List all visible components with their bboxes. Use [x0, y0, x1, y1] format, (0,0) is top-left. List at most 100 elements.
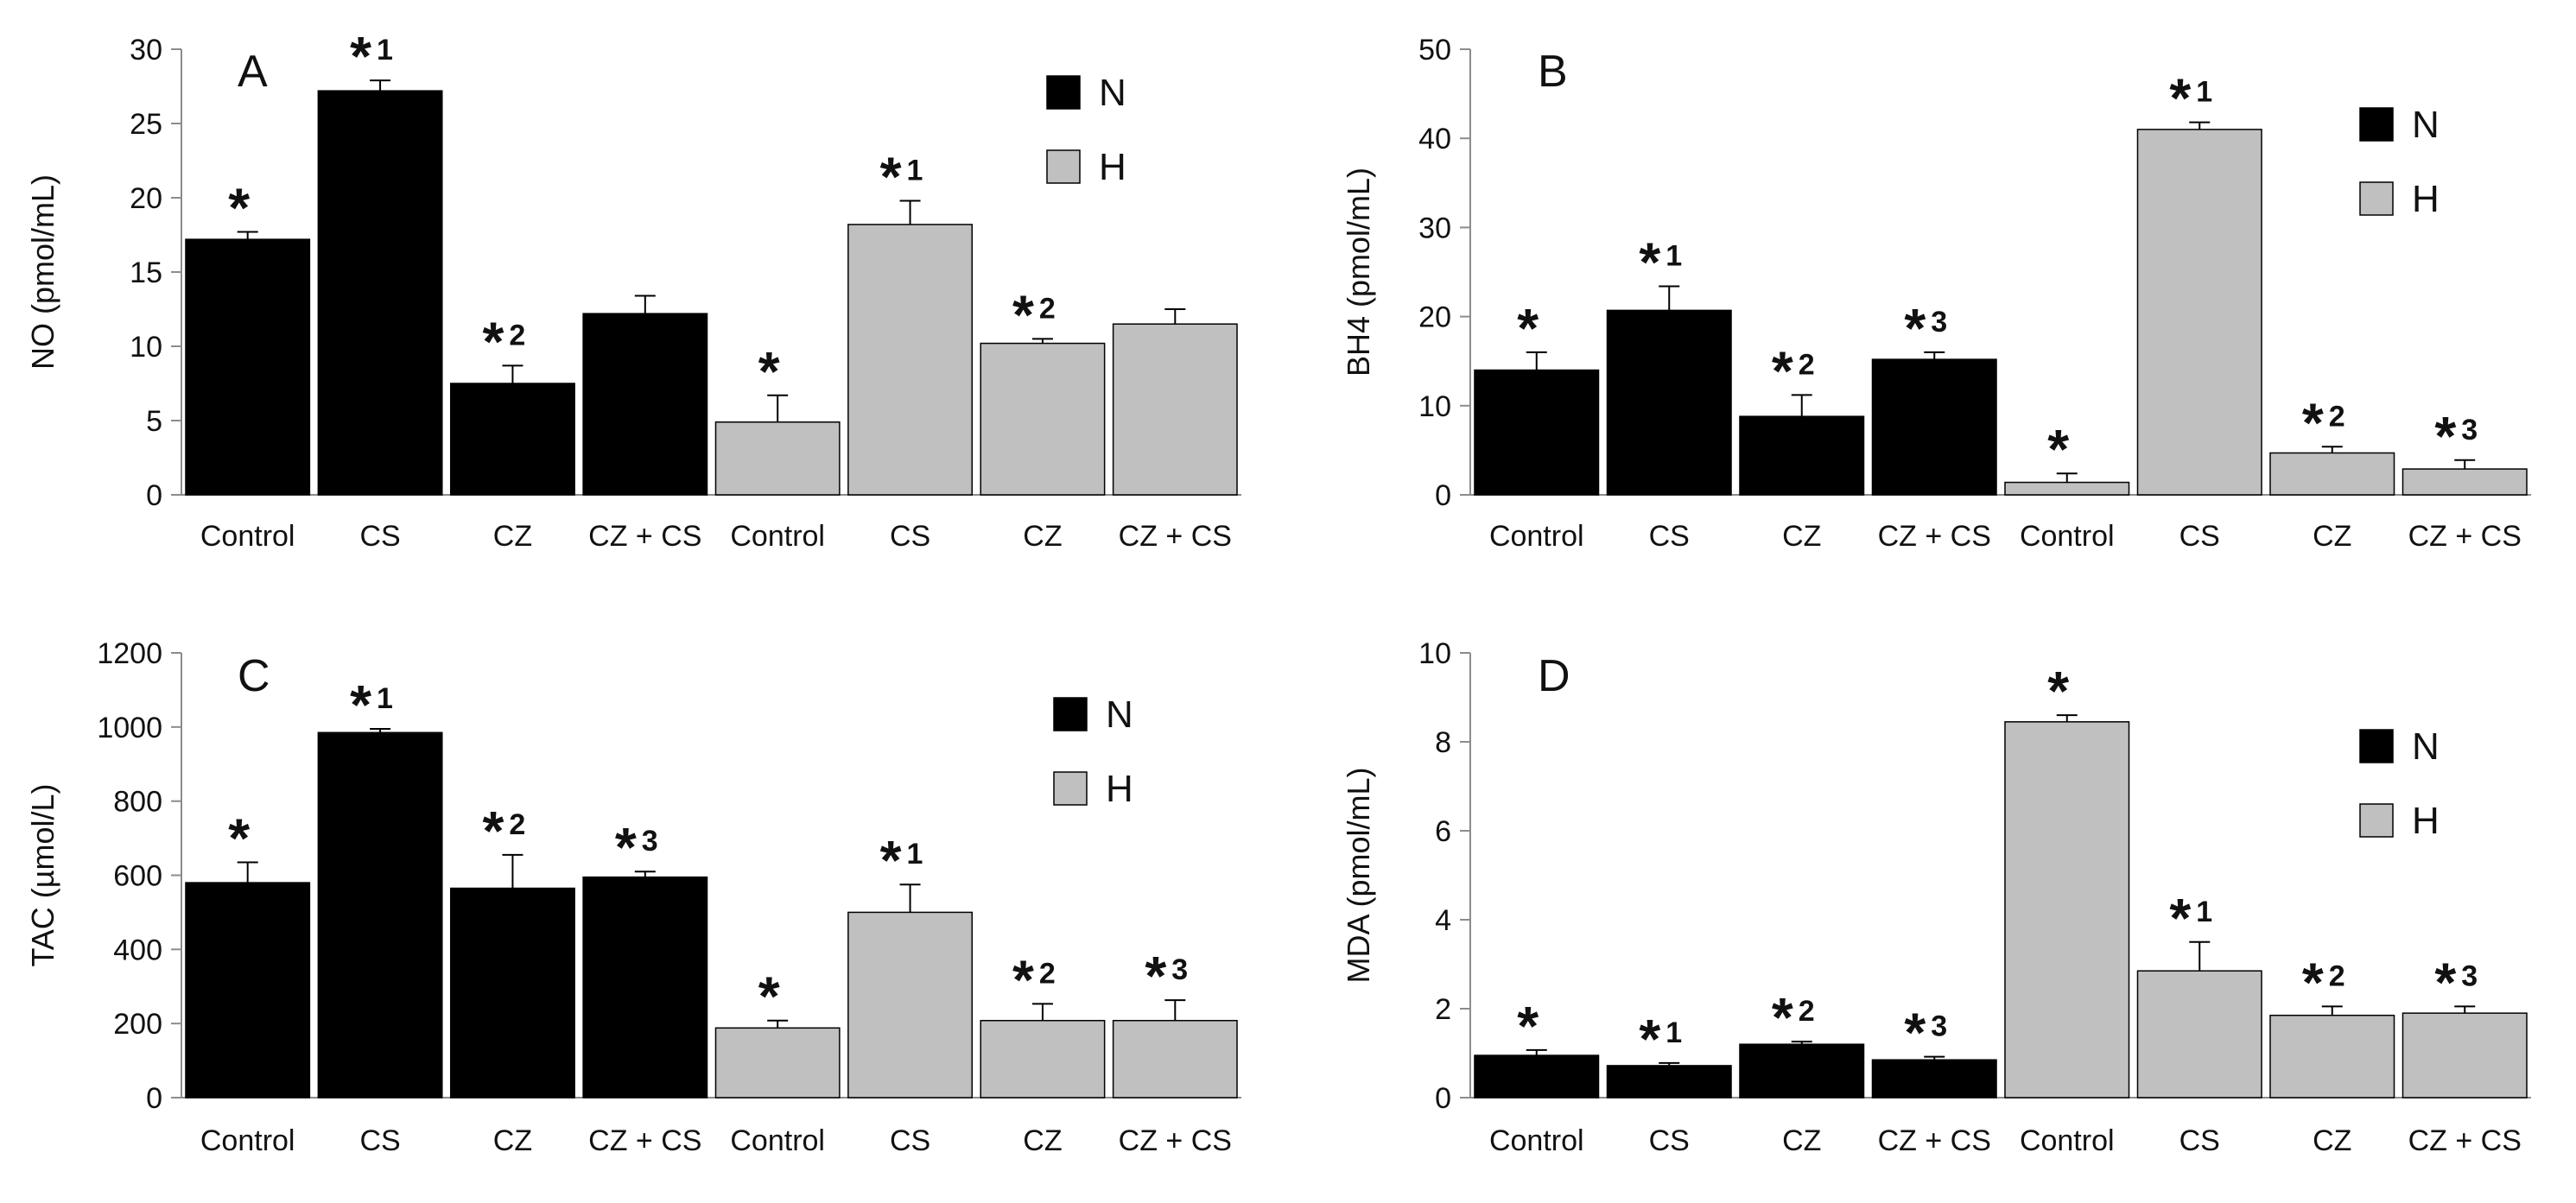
significance-mark: * 2 — [1012, 948, 1056, 1010]
bar-h-cz — [980, 1019, 1106, 1099]
significance-mark: * 1 — [2169, 887, 2212, 949]
bar-n-cz-cs — [1871, 1059, 1997, 1099]
x-category-label: CS — [2179, 520, 2220, 553]
significance-mark: * 1 — [350, 25, 393, 87]
x-category-label: CZ + CS — [1878, 1124, 1991, 1157]
significance-mark-index: 2 — [509, 808, 525, 841]
x-category-label: Control — [1489, 1124, 1584, 1157]
x-category-label: CS — [890, 1124, 930, 1157]
legend-label-h: H — [1099, 146, 1126, 188]
y-tick-label: 20 — [1418, 301, 1451, 334]
significance-mark-index: 2 — [509, 319, 525, 351]
significance-mark-index: 3 — [2461, 959, 2478, 992]
legend-label-n: N — [1099, 72, 1126, 114]
y-tick-label: 4 — [1435, 904, 1451, 937]
x-category-label: CZ — [1023, 1124, 1062, 1157]
significance-mark: * 2 — [483, 310, 526, 372]
significance-mark: * 2 — [1772, 339, 1815, 402]
y-tick-label: 600 — [113, 860, 162, 893]
significance-mark-index: 1 — [907, 154, 923, 187]
legend-label-h: H — [2412, 178, 2440, 220]
legend-label-h: H — [1106, 768, 1133, 810]
bar-n-cs — [317, 90, 443, 496]
significance-mark: * 3 — [1904, 297, 1947, 359]
bar-n-control — [185, 882, 311, 1099]
significance-mark-index: 3 — [1931, 1010, 1947, 1043]
significance-mark: * — [2047, 418, 2069, 480]
significance-mark-index: 1 — [377, 682, 393, 715]
significance-mark-index: 1 — [1666, 1016, 1682, 1049]
y-tick-label: 10 — [1418, 637, 1451, 670]
significance-mark-index: 2 — [2329, 400, 2345, 433]
bar-h-cz-cs — [1112, 323, 1238, 496]
significance-mark: * 2 — [483, 800, 526, 862]
x-category-label: Control — [2020, 1124, 2115, 1157]
legend-label-h: H — [2412, 800, 2440, 842]
legend-label-n: N — [2412, 104, 2440, 146]
y-tick-label: 30 — [130, 34, 162, 66]
panel-letter: B — [1538, 47, 1568, 97]
significance-mark: * 3 — [2434, 951, 2478, 1013]
bar-n-cz-cs — [1871, 358, 1997, 496]
x-category-label: CZ — [1023, 520, 1062, 553]
y-tick-label: 50 — [1418, 34, 1451, 66]
significance-mark: * — [228, 807, 250, 869]
bar-h-cz-cs — [2402, 468, 2528, 496]
bar-h-cs — [847, 224, 974, 496]
legend-swatch-h — [2359, 181, 2394, 216]
x-category-label: CS — [890, 520, 930, 553]
y-tick-label: 0 — [146, 479, 162, 512]
significance-mark-index: 1 — [377, 34, 393, 66]
bar-n-cz-cs — [582, 313, 708, 496]
significance-mark: * — [758, 966, 780, 1028]
significance-mark-index: 2 — [2329, 959, 2345, 992]
significance-mark-index: 3 — [1171, 953, 1188, 986]
significance-mark-index: 1 — [1666, 240, 1682, 273]
bar-h-cz — [2269, 1014, 2395, 1099]
x-category-label: CZ + CS — [2408, 520, 2522, 553]
x-category-label: CZ — [493, 520, 532, 553]
y-tick-label: 8 — [1435, 726, 1451, 759]
x-category-label: CZ + CS — [588, 1124, 701, 1157]
significance-mark: * 1 — [880, 829, 923, 891]
significance-mark: * 1 — [2169, 67, 2212, 130]
panel-letter: A — [238, 47, 268, 97]
bar-h-cs — [847, 911, 974, 1099]
y-tick-label: 1000 — [97, 712, 162, 744]
significance-mark-index: 2 — [1039, 957, 1056, 990]
y-tick-label: 2 — [1435, 993, 1451, 1026]
significance-mark: * 1 — [880, 145, 923, 207]
y-tick-label: 0 — [146, 1082, 162, 1115]
x-category-label: Control — [200, 1124, 295, 1157]
legend-swatch-h — [1053, 771, 1088, 806]
panel-letter: C — [238, 651, 270, 701]
bar-n-control — [1474, 369, 1600, 496]
y-axis-title: TAC (µmol/L) — [25, 783, 60, 966]
y-tick-label: 400 — [113, 934, 162, 966]
legend-label-n: N — [1106, 693, 1133, 736]
legend-swatch-n — [1053, 697, 1088, 731]
bar-h-control — [2004, 481, 2130, 496]
y-tick-label: 200 — [113, 1008, 162, 1041]
bar-n-cz-cs — [582, 876, 708, 1099]
significance-mark-index: 2 — [1799, 995, 1815, 1028]
bar-h-cz-cs — [1112, 1019, 1238, 1099]
bar-n-cz — [1739, 1043, 1865, 1099]
significance-mark: * 1 — [1639, 1008, 1682, 1070]
bar-n-control — [1474, 1054, 1600, 1099]
x-category-label: CZ + CS — [588, 520, 701, 553]
y-tick-label: 30 — [1418, 212, 1451, 244]
y-axis-title: BH4 (pmol/mL) — [1341, 168, 1376, 377]
bar-n-cs — [1606, 309, 1732, 496]
significance-mark-index: 2 — [1799, 348, 1815, 381]
x-category-label: CZ — [1782, 520, 1821, 553]
y-tick-label: 15 — [130, 256, 162, 289]
significance-mark: * — [758, 340, 780, 402]
bar-h-control — [714, 1027, 841, 1099]
bar-h-control — [714, 421, 841, 496]
y-tick-label: 25 — [130, 108, 162, 141]
significance-mark: * 1 — [1639, 231, 1682, 294]
significance-mark-index: 1 — [2196, 896, 2212, 928]
